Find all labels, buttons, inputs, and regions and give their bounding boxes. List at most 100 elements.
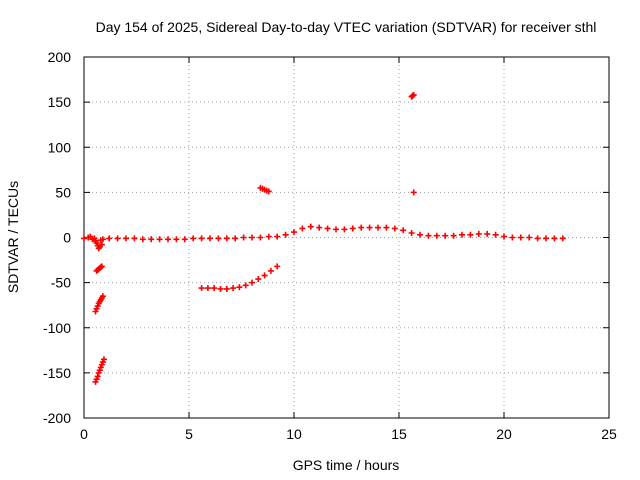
data-point [211, 285, 218, 292]
data-point [492, 231, 499, 238]
y-tick-label: -150 [43, 365, 71, 381]
data-point [131, 235, 138, 242]
data-point [534, 235, 541, 242]
y-axis-label: SDTVAR / TECUs [5, 181, 21, 293]
data-series [81, 91, 566, 385]
y-tick-label: 200 [48, 49, 72, 65]
data-point [173, 236, 180, 243]
data-point [94, 373, 101, 380]
data-point [475, 230, 482, 237]
data-point [156, 236, 163, 243]
x-tick-label: 25 [601, 426, 617, 442]
x-tick-label: 5 [185, 426, 193, 442]
data-point [232, 235, 239, 242]
data-point [425, 232, 432, 239]
data-point [409, 92, 416, 99]
data-point [467, 231, 474, 238]
data-point [100, 356, 107, 363]
data-point [324, 225, 331, 232]
data-point [433, 232, 440, 239]
data-point [190, 235, 197, 242]
data-point [242, 282, 249, 289]
data-point [299, 225, 306, 232]
data-point [450, 232, 457, 239]
data-point [223, 285, 230, 292]
data-point [274, 233, 281, 240]
chart-title: Day 154 of 2025, Sidereal Day-to-day VTE… [96, 19, 597, 35]
data-point [543, 235, 549, 242]
x-tick-label: 0 [80, 426, 88, 442]
x-tick-label: 15 [391, 426, 407, 442]
data-point [383, 224, 390, 231]
data-point [417, 231, 423, 238]
data-point [349, 225, 356, 232]
data-point [333, 226, 339, 233]
data-point [106, 235, 113, 242]
data-point [215, 235, 222, 242]
data-point [97, 264, 104, 271]
data-point [509, 234, 516, 241]
y-tick-label: 50 [55, 184, 71, 200]
data-point [265, 188, 272, 195]
data-point [98, 263, 105, 270]
data-point [484, 230, 491, 237]
data-point [257, 234, 264, 241]
data-point [165, 236, 171, 243]
data-point [265, 233, 272, 240]
y-tick-label: 150 [48, 94, 72, 110]
y-tick-label: 100 [48, 139, 72, 155]
data-point [291, 229, 297, 236]
data-point [410, 91, 417, 98]
data-point [81, 235, 87, 242]
data-point [459, 231, 465, 238]
data-point [408, 229, 415, 236]
data-point [230, 285, 237, 292]
data-point [99, 293, 106, 300]
data-point [123, 235, 129, 242]
data-point [375, 224, 381, 231]
data-point [223, 235, 230, 242]
data-point [198, 285, 205, 292]
data-point [207, 235, 213, 242]
data-point [148, 236, 155, 243]
data-point [236, 284, 243, 291]
y-tick-label: 0 [63, 230, 71, 246]
data-point [139, 236, 146, 243]
data-point [410, 189, 417, 196]
x-tick-label: 20 [496, 426, 512, 442]
data-point [255, 276, 262, 283]
data-point [114, 235, 121, 242]
data-point [400, 227, 407, 234]
data-point [249, 234, 255, 241]
data-point [366, 224, 373, 231]
data-point [274, 263, 281, 270]
y-tick-label: -200 [43, 410, 71, 426]
data-point [559, 235, 566, 242]
data-point [517, 234, 524, 241]
data-point [501, 233, 507, 240]
data-point [391, 225, 398, 232]
data-point [204, 285, 211, 292]
data-point [99, 236, 106, 243]
x-axis-label: GPS time / hours [293, 457, 400, 473]
data-point [282, 231, 289, 238]
data-point [98, 241, 105, 248]
data-point [198, 235, 205, 242]
data-point [240, 234, 247, 241]
data-point [217, 285, 224, 292]
data-point [551, 235, 558, 242]
y-tick-label: -50 [51, 275, 71, 291]
data-point [358, 224, 365, 231]
data-point [526, 234, 533, 241]
data-point [249, 279, 255, 286]
x-tick-label: 10 [286, 426, 302, 442]
data-point [181, 236, 188, 243]
data-point [267, 267, 274, 274]
data-point [307, 223, 314, 230]
axis-ticks: 0 5 10 15 20 25 -200 -150 -100 -50 0 50 100 150 200 [43, 49, 617, 442]
data-point [316, 224, 323, 231]
data-point [442, 232, 449, 239]
data-point [341, 226, 348, 233]
y-tick-label: -100 [43, 320, 71, 336]
